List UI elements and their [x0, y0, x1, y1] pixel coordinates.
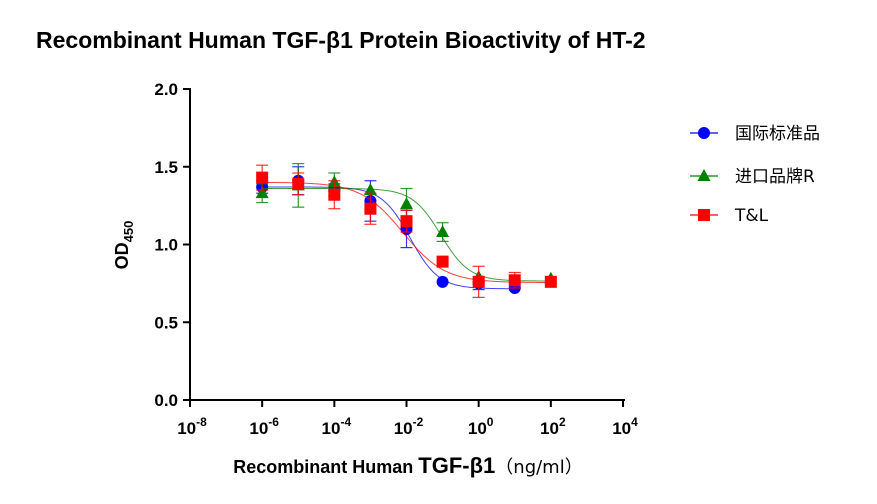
data-point — [328, 188, 341, 201]
x-tick-label: 102 — [540, 415, 566, 438]
x-tick-label: 10-8 — [177, 415, 207, 438]
data-point — [436, 225, 450, 238]
x-ticks: 10-8 10-6 10-4 10-2 100 102 104 — [177, 400, 638, 438]
fit-curve — [262, 186, 515, 290]
data-point — [508, 274, 521, 287]
y-tick-label: 2.0 — [154, 80, 178, 99]
data-point — [400, 197, 413, 210]
fit-curve — [262, 181, 551, 284]
series-layer — [255, 163, 558, 298]
data-point — [436, 255, 449, 268]
plot-area: 0.00.51.01.52.0 10-8 10-6 10-4 10-2 100 102 10… — [154, 80, 638, 438]
x-tick-exponent: 4 — [631, 415, 638, 429]
series-3 — [256, 164, 557, 298]
y-tick-label: 0.0 — [154, 391, 178, 410]
y-axis-title-base: OD — [112, 242, 132, 269]
y-tick-label: 0.5 — [154, 313, 178, 332]
x-tick-base: 10 — [322, 419, 341, 438]
x-tick-label: 10-4 — [322, 415, 352, 438]
x-axis-title-unit: （ng/ml） — [495, 457, 582, 478]
x-tick-label: 104 — [612, 415, 638, 438]
legend-item: 国际标准品 — [690, 124, 820, 144]
x-tick-base: 10 — [540, 419, 559, 438]
data-point — [364, 202, 377, 215]
x-tick-exponent: -2 — [413, 415, 424, 429]
data-point — [255, 186, 269, 199]
x-tick-label: 10-6 — [249, 415, 279, 438]
data-point — [400, 215, 413, 228]
x-axis-title-prefix: Recombinant Human — [233, 457, 418, 477]
x-tick-exponent: -4 — [340, 415, 351, 429]
y-axis-title: OD450 — [112, 221, 136, 270]
data-point — [472, 275, 485, 288]
legend-label: 进口品牌R — [735, 167, 815, 187]
data-point — [292, 177, 305, 190]
data-point — [436, 275, 449, 288]
x-axis-title-main: TGF-β1 — [418, 453, 495, 478]
legend-marker — [698, 127, 710, 139]
data-point — [544, 275, 557, 288]
legend-item: 进口品牌R — [690, 167, 815, 187]
x-tick-base: 10 — [249, 419, 268, 438]
legend-label: T&L — [734, 206, 769, 226]
x-axis-title: Recombinant Human TGF-β1（ng/ml） — [233, 453, 582, 478]
y-tick-label: 1.5 — [154, 158, 178, 177]
data-point — [363, 183, 377, 196]
x-tick-label: 10-2 — [394, 415, 424, 438]
x-tick-exponent: -8 — [196, 415, 207, 429]
x-tick-label: 100 — [468, 415, 494, 438]
chart-title: Recombinant Human TGF-β1 Protein Bioacti… — [36, 27, 646, 53]
data-point — [256, 171, 269, 184]
x-tick-base: 10 — [394, 419, 413, 438]
legend-label: 国际标准品 — [735, 124, 820, 144]
x-tick-base: 10 — [177, 419, 196, 438]
legend-marker — [698, 209, 710, 221]
legend-marker — [697, 169, 711, 181]
legend-item: T&L — [690, 206, 769, 226]
x-tick-exponent: 0 — [487, 415, 494, 429]
x-tick-exponent: -6 — [268, 415, 279, 429]
y-ticks: 0.0 0.5 1.0 1.5 2.0 — [154, 80, 190, 410]
x-tick-exponent: 2 — [559, 415, 566, 429]
x-tick-base: 10 — [612, 419, 631, 438]
x-tick-base: 10 — [468, 419, 487, 438]
y-tick-label: 1.0 — [154, 236, 178, 255]
y-axis-title-subscript: 450 — [121, 221, 136, 243]
